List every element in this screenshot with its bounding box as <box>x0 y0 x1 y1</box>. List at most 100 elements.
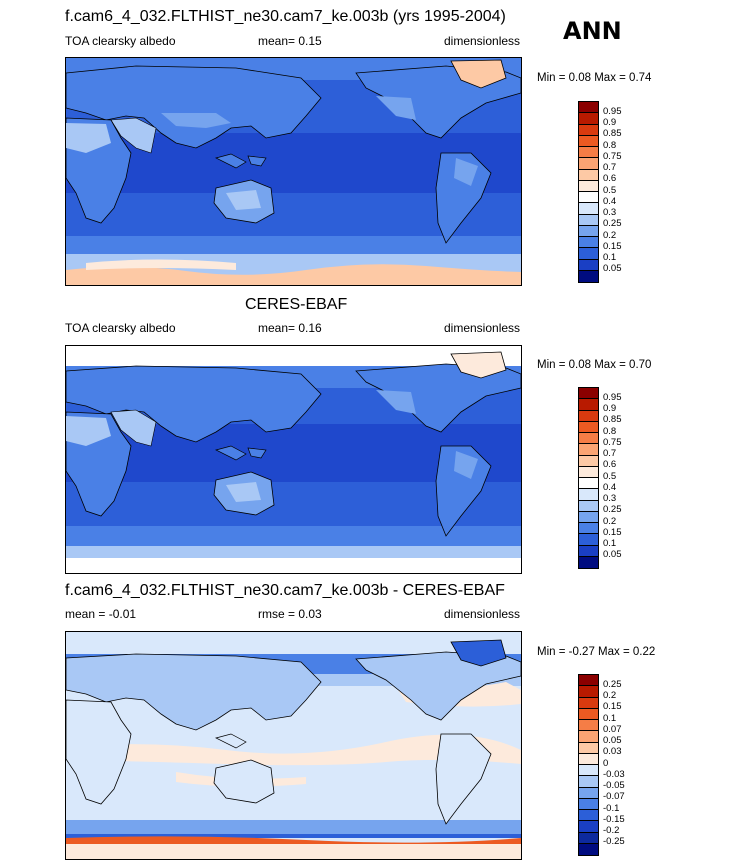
panel3-colorbar <box>578 674 599 856</box>
colorbar-tick-label: 0.6 <box>603 173 617 184</box>
colorbar-swatch <box>579 765 598 777</box>
colorbar-swatch <box>579 697 598 709</box>
colorbar-tick-label: 0.15 <box>603 527 622 538</box>
colorbar-tick-label: 0.95 <box>603 392 622 403</box>
colorbar-tick-label: -0.07 <box>603 791 625 802</box>
colorbar-tick-label: 0.4 <box>603 482 617 493</box>
colorbar-tick-label: 0 <box>603 758 609 769</box>
panel1-units-label: dimensionless <box>444 34 521 48</box>
colorbar-swatch <box>579 832 598 844</box>
colorbar-tick-label: 0.9 <box>603 403 617 414</box>
colorbar-swatch <box>579 113 598 125</box>
colorbar-swatch <box>579 399 598 411</box>
colorbar-tick-label: 0.4 <box>603 196 617 207</box>
colorbar-tick-label: -0.15 <box>603 814 625 825</box>
colorbar-swatch <box>579 489 598 501</box>
panel3-title: f.cam6_4_032.FLTHIST_ne30.cam7_ke.003b -… <box>65 582 505 599</box>
panel3-rmse-label: rmse = 0.03 <box>258 607 322 621</box>
colorbar-swatch <box>579 776 598 788</box>
panel3-mean-label: mean = -0.01 <box>65 607 137 621</box>
colorbar-tick-label: 0.6 <box>603 459 617 470</box>
colorbar-swatch <box>579 843 598 855</box>
colorbar-tick-label: -0.03 <box>603 769 625 780</box>
colorbar-swatch <box>579 455 598 467</box>
colorbar-swatch <box>579 270 598 282</box>
colorbar-swatch <box>579 180 598 192</box>
colorbar-tick-label: 0.2 <box>603 690 617 701</box>
colorbar-tick-label: 0.03 <box>603 746 622 757</box>
panel2-mean-label: mean= 0.16 <box>258 321 322 335</box>
colorbar-tick-label: 0.05 <box>603 263 622 274</box>
colorbar-tick-label: 0.95 <box>603 106 622 117</box>
colorbar-tick-label: 0.7 <box>603 448 617 459</box>
colorbar-tick-label: 0.75 <box>603 151 622 162</box>
colorbar-tick-label: 0.15 <box>603 701 622 712</box>
panel1-variable-label: TOA clearsky albedo <box>65 34 176 48</box>
colorbar-tick-label: -0.25 <box>603 836 625 847</box>
colorbar-tick-label: 0.25 <box>603 218 622 229</box>
colorbar-swatch <box>579 147 598 159</box>
colorbar-swatch <box>579 433 598 445</box>
colorbar-swatch <box>579 556 598 568</box>
colorbar-swatch <box>579 124 598 136</box>
colorbar-swatch <box>579 248 598 260</box>
colorbar-tick-label: 0.1 <box>603 538 617 549</box>
panel3-map <box>65 631 522 860</box>
colorbar-swatch <box>579 798 598 810</box>
colorbar-tick-label: 0.3 <box>603 493 617 504</box>
colorbar-tick-label: 0.15 <box>603 241 622 252</box>
colorbar-tick-label: -0.05 <box>603 780 625 791</box>
colorbar-tick-label: 0.07 <box>603 724 622 735</box>
colorbar-tick-label: 0.8 <box>603 140 617 151</box>
colorbar-swatch <box>579 102 598 114</box>
colorbar-tick-label: 0.7 <box>603 162 617 173</box>
colorbar-swatch <box>579 158 598 170</box>
colorbar-tick-label: 0.1 <box>603 252 617 263</box>
colorbar-tick-label: 0.9 <box>603 117 617 128</box>
colorbar-swatch <box>579 214 598 226</box>
colorbar-swatch <box>579 203 598 215</box>
colorbar-swatch <box>579 787 598 799</box>
colorbar-swatch <box>579 742 598 754</box>
colorbar-swatch <box>579 135 598 147</box>
colorbar-tick-label: 0.3 <box>603 207 617 218</box>
colorbar-swatch <box>579 708 598 720</box>
colorbar-tick-label: 0.05 <box>603 549 622 560</box>
colorbar-tick-label: 0.5 <box>603 185 617 196</box>
panel2-variable-label: TOA clearsky albedo <box>65 321 176 335</box>
colorbar-tick-label: -0.2 <box>603 825 620 836</box>
colorbar-swatch <box>579 478 598 490</box>
colorbar-swatch <box>579 534 598 546</box>
colorbar-swatch <box>579 466 598 478</box>
panel1-minmax: Min = 0.08 Max = 0.74 <box>537 72 652 84</box>
colorbar-tick-label: -0.1 <box>603 803 620 814</box>
panel2-map <box>65 345 522 574</box>
colorbar-tick-label: 0.2 <box>603 230 617 241</box>
colorbar-swatch <box>579 388 598 400</box>
colorbar-tick-label: 0.75 <box>603 437 622 448</box>
colorbar-swatch <box>579 753 598 765</box>
panel1-map <box>65 57 522 286</box>
colorbar-tick-label: 0.25 <box>603 504 622 515</box>
colorbar-swatch <box>579 675 598 687</box>
colorbar-swatch <box>579 523 598 535</box>
panel2-colorbar <box>578 387 599 569</box>
panel3-units-label: dimensionless <box>444 607 521 621</box>
colorbar-swatch <box>579 731 598 743</box>
colorbar-swatch <box>579 511 598 523</box>
colorbar-swatch <box>579 225 598 237</box>
colorbar-swatch <box>579 810 598 822</box>
colorbar-tick-label: 0.5 <box>603 471 617 482</box>
panel2-title: CERES-EBAF <box>245 296 348 313</box>
colorbar-tick-label: 0.2 <box>603 516 617 527</box>
colorbar-swatch <box>579 444 598 456</box>
panel1-title: f.cam6_4_032.FLTHIST_ne30.cam7_ke.003b (… <box>65 8 506 25</box>
colorbar-swatch <box>579 410 598 422</box>
colorbar-tick-label: 0.25 <box>603 679 622 690</box>
panel2-minmax: Min = 0.08 Max = 0.70 <box>537 359 652 371</box>
panel3-minmax: Min = -0.27 Max = 0.22 <box>537 646 656 658</box>
colorbar-swatch <box>579 237 598 249</box>
colorbar-swatch <box>579 169 598 181</box>
colorbar-tick-label: 0.8 <box>603 426 617 437</box>
colorbar-swatch <box>579 686 598 698</box>
